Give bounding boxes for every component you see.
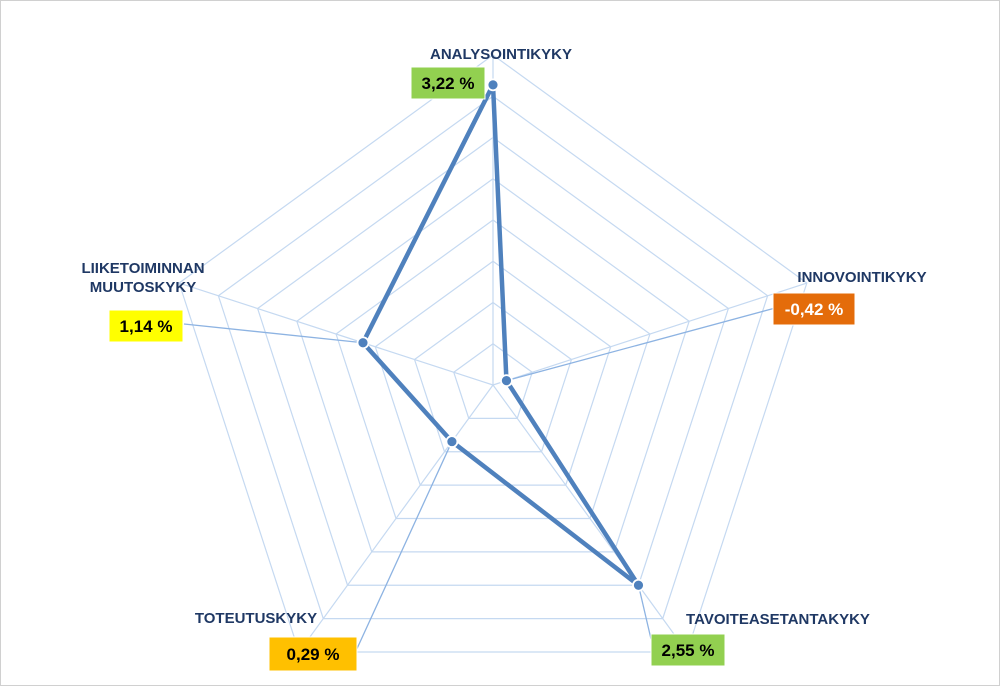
data-point-4 [445, 435, 459, 448]
data-label-3: 2,55 % [662, 641, 715, 660]
data-label-5: 1,14 % [120, 317, 173, 336]
grid-ring [413, 301, 573, 453]
data-markers [356, 78, 645, 592]
value-badge-3: 2,55 % [650, 633, 726, 667]
value-badge-5: 1,14 % [108, 309, 184, 343]
value-badge-bg [108, 309, 184, 343]
category-label-line: LIIKETOIMINNAN [81, 260, 204, 277]
category-label-4: TOTEUTUSKYKY [195, 610, 317, 627]
grid-ring [453, 343, 533, 419]
grid-ring [335, 219, 651, 520]
category-label-1: ANALYSOINTIKYKY [430, 46, 572, 63]
value-badge-bg [772, 292, 856, 326]
data-point-1 [486, 78, 500, 92]
radar-grid [178, 54, 808, 653]
data-point-3 [632, 578, 645, 592]
series-line [360, 82, 641, 588]
category-label-2: INNOVOINTIKYKY [797, 269, 926, 286]
leader-line [637, 585, 652, 640]
data-point-2 [500, 374, 513, 388]
value-badge-bg [650, 633, 726, 667]
leader-line [506, 306, 780, 382]
category-label-line: TOTEUTUSKYKY [195, 610, 317, 627]
data-label-4: 0,29 % [287, 645, 340, 664]
grid-ring [374, 260, 612, 486]
category-label-line: ANALYSOINTIKYKY [430, 46, 572, 63]
value-badge-bg [410, 66, 486, 100]
category-label-line: TAVOITEASETANTAKYKY [686, 611, 870, 628]
category-label-5: LIIKETOIMINNAN MUUTOSKYKY [81, 260, 204, 296]
grid-ring [296, 178, 690, 553]
value-badge-4: 0,29 % [268, 636, 358, 672]
value-badge-2: -0,42 % [772, 292, 856, 326]
grid-ring [217, 95, 769, 620]
leader-line [354, 441, 453, 654]
data-label-1: 3,22 % [422, 74, 475, 93]
grid-spoke [178, 282, 494, 386]
value-badge-bg [268, 636, 358, 672]
leader-line [183, 323, 364, 344]
leader-lines [183, 306, 780, 654]
category-label-line: MUUTOSKYKY [90, 279, 196, 296]
value-badge-1: 3,22 % [410, 66, 486, 100]
data-label-2: -0,42 % [785, 300, 844, 319]
grid-ring [178, 54, 808, 653]
category-label-line: INNOVOINTIKYKY [797, 269, 926, 286]
grid-spoke [298, 384, 494, 653]
grid-ring [256, 136, 730, 586]
grid-spoke [492, 282, 808, 386]
data-point-5 [356, 336, 370, 350]
category-label-3: TAVOITEASETANTAKYKY [686, 611, 870, 628]
grid-spoke [492, 384, 688, 653]
